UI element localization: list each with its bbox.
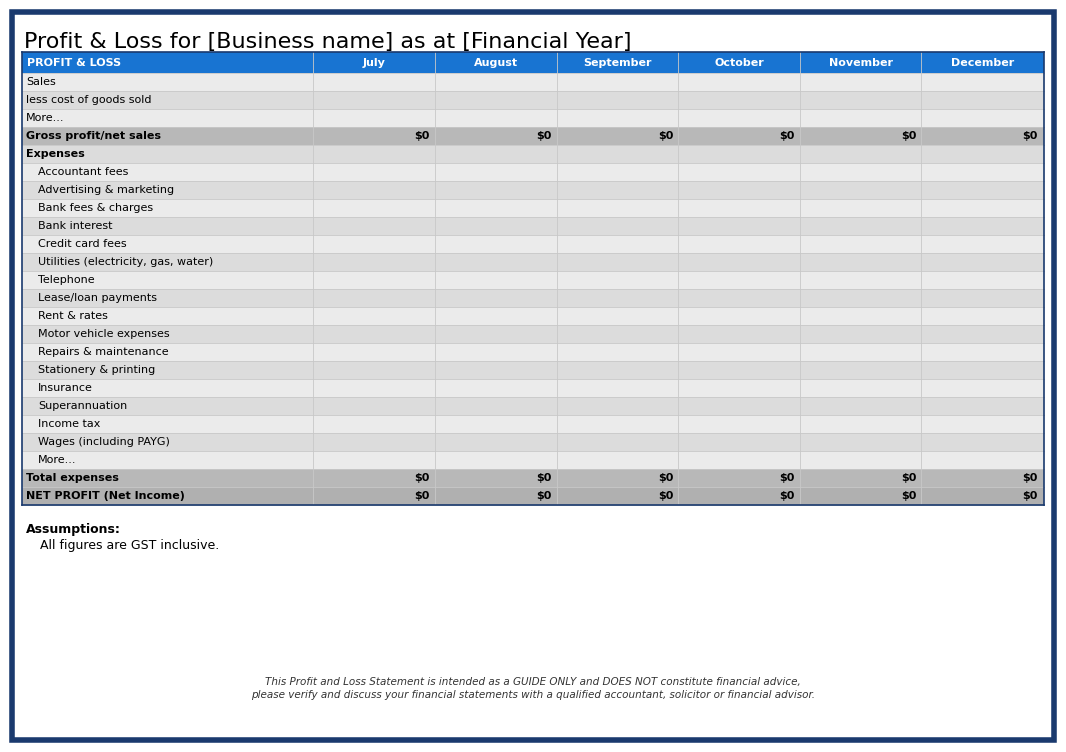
Text: $0: $0 [779,473,795,483]
Bar [22,415,1044,433]
Text: PROFIT & LOSS: PROFIT & LOSS [27,57,122,68]
Text: Expenses: Expenses [26,149,85,159]
Text: $0: $0 [536,473,551,483]
Text: $0: $0 [779,131,795,141]
Bar [22,289,1044,307]
Text: August: August [473,57,518,68]
Text: Rent & rates: Rent & rates [38,311,108,321]
Text: Motor vehicle expenses: Motor vehicle expenses [38,329,169,339]
Text: Stationery & printing: Stationery & printing [38,365,156,375]
Bar [22,163,1044,181]
Bar [22,451,1044,469]
Bar [22,127,1044,145]
Text: Profit & Loss for [Business name] as at [Financial Year]: Profit & Loss for [Business name] as at … [25,32,631,52]
Text: Insurance: Insurance [38,383,93,393]
Bar [22,109,1044,127]
Bar [22,343,1044,361]
Text: July: July [362,57,386,68]
Text: Advertising & marketing: Advertising & marketing [38,185,174,195]
Text: September: September [583,57,651,68]
Bar [22,52,1044,73]
Bar [22,253,1044,271]
Bar [22,307,1044,325]
Text: $0: $0 [901,473,917,483]
Text: $0: $0 [658,473,673,483]
Text: $0: $0 [536,131,551,141]
Text: Credit card fees: Credit card fees [38,239,127,249]
Text: Wages (including PAYG): Wages (including PAYG) [38,437,169,447]
Text: $0: $0 [901,131,917,141]
Text: Total expenses: Total expenses [26,473,119,483]
Text: $0: $0 [901,491,917,501]
Bar [22,325,1044,343]
Text: Sales: Sales [26,77,55,87]
Bar [22,469,1044,487]
Text: Gross profit/net sales: Gross profit/net sales [26,131,161,141]
Text: Lease/loan payments: Lease/loan payments [38,293,157,303]
Bar [22,145,1044,163]
Text: please verify and discuss your financial statements with a qualified accountant,: please verify and discuss your financial… [251,690,815,700]
Text: $0: $0 [415,131,430,141]
Text: $0: $0 [1022,473,1038,483]
Text: This Profit and Loss Statement is intended as a GUIDE ONLY and DOES NOT constitu: This Profit and Loss Statement is intend… [265,677,801,687]
Bar [22,73,1044,91]
Text: All figures are GST inclusive.: All figures are GST inclusive. [41,539,220,552]
Text: NET PROFIT (Net Income): NET PROFIT (Net Income) [26,491,184,501]
Bar [22,487,1044,505]
Text: Assumptions:: Assumptions: [26,523,120,536]
Text: Repairs & maintenance: Repairs & maintenance [38,347,168,357]
Text: $0: $0 [536,491,551,501]
Bar [22,271,1044,289]
Text: $0: $0 [415,473,430,483]
Text: $0: $0 [658,131,673,141]
Text: More...: More... [26,113,65,123]
Bar [22,433,1044,451]
Text: less cost of goods sold: less cost of goods sold [26,95,151,105]
Text: $0: $0 [415,491,430,501]
Bar [22,217,1044,235]
Text: Utilities (electricity, gas, water): Utilities (electricity, gas, water) [38,257,213,267]
Bar [22,181,1044,199]
Bar [22,361,1044,379]
Text: November: November [828,57,892,68]
Text: Superannuation: Superannuation [38,401,127,411]
Text: $0: $0 [658,491,673,501]
Bar [22,235,1044,253]
Bar [22,91,1044,109]
Text: $0: $0 [779,491,795,501]
Text: Income tax: Income tax [38,419,100,429]
Bar [22,397,1044,415]
Text: Accountant fees: Accountant fees [38,167,128,177]
Text: $0: $0 [1022,491,1038,501]
Text: December: December [951,57,1014,68]
Text: October: October [714,57,764,68]
Text: $0: $0 [1022,131,1038,141]
Bar [22,379,1044,397]
Text: Bank interest: Bank interest [38,221,113,231]
Text: More...: More... [38,455,77,465]
Text: Telephone: Telephone [38,275,95,285]
Bar [22,199,1044,217]
Text: Bank fees & charges: Bank fees & charges [38,203,154,213]
